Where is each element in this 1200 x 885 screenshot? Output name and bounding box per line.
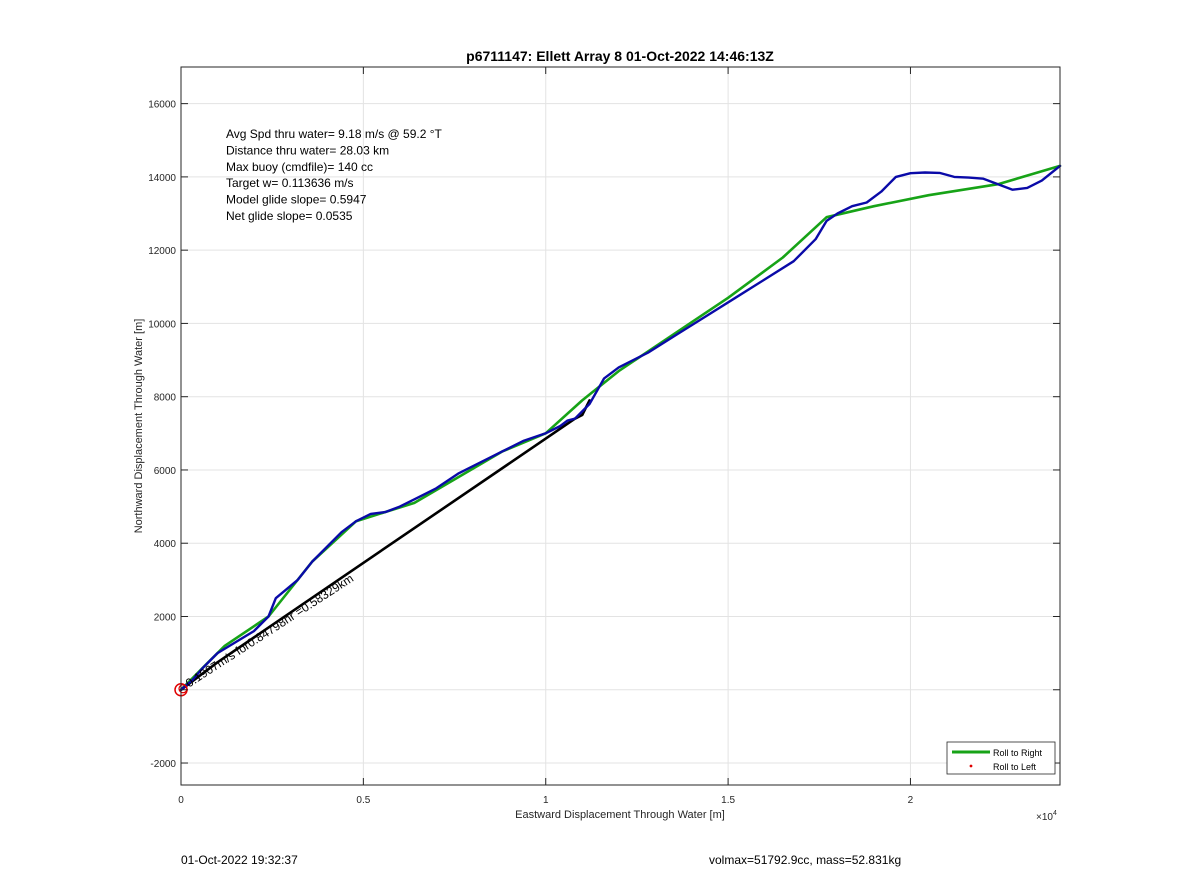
y-tick-label: -2000 <box>150 759 176 770</box>
x-tick-label: 1.5 <box>721 795 735 806</box>
stats-annotation-line: Distance thru water= 28.03 km <box>226 143 389 157</box>
stats-annotation-line: Max buoy (cmdfile)= 140 cc <box>226 160 373 174</box>
segment-speed-annotation: 0.1907m/s for0.84798hr =0.58329km <box>183 571 356 690</box>
y-tick-label: 2000 <box>154 612 177 623</box>
legend: Roll to Right Roll to Left <box>946 741 1056 775</box>
y-tick-label: 12000 <box>148 246 176 257</box>
y-axis-label: Northward Displacement Through Water [m] <box>133 319 145 534</box>
y-tick-label: 6000 <box>154 466 177 477</box>
stats-annotations: Avg Spd thru water= 9.18 m/s @ 59.2 °T Di… <box>226 127 443 223</box>
x-tick-label: 0 <box>178 795 184 806</box>
y-tick-label: 4000 <box>154 539 177 550</box>
series-layer <box>174 164 1062 697</box>
y-tick-label: 14000 <box>148 173 176 184</box>
footer-volmax-mass: volmax=51792.9cc, mass=52.831kg <box>709 853 902 867</box>
footer-timestamp: 01-Oct-2022 19:32:37 <box>181 853 298 867</box>
y-tick-label: 16000 <box>148 100 176 111</box>
legend-swatch-roll-left <box>969 764 973 768</box>
x-exponent-power: 4 <box>1053 810 1057 817</box>
legend-label-roll-left: Roll to Left <box>993 762 1037 772</box>
stats-annotation-line: Avg Spd thru water= 9.18 m/s @ 59.2 °T <box>226 127 443 141</box>
series-line-0 <box>179 164 1062 692</box>
x-exponent-base: ×10 <box>1036 812 1053 823</box>
x-axis-label: Eastward Displacement Through Water [m] <box>515 809 725 821</box>
x-tick-label: 2 <box>908 795 914 806</box>
legend-label-roll-right: Roll to Right <box>993 748 1043 758</box>
stats-annotation-line: Target w= 0.113636 m/s <box>226 176 354 190</box>
series-line-2 <box>179 164 1062 691</box>
axes-box <box>180 66 1061 786</box>
x-tick-label: 1 <box>543 795 549 806</box>
y-tick-label: 10000 <box>148 319 176 330</box>
y-tick-label: 8000 <box>154 393 177 404</box>
grid-lines <box>180 67 1060 785</box>
stats-annotation-line: Net glide slope= 0.0535 <box>226 209 353 223</box>
legend-box <box>946 741 1056 775</box>
x-tick-label: 0.5 <box>356 795 370 806</box>
stats-annotation-line: Model glide slope= 0.5947 <box>226 193 367 207</box>
chart-title: p6711147: Ellett Array 8 01-Oct-2022 14:… <box>466 48 774 64</box>
x-axis-exponent: ×104 <box>1036 810 1057 823</box>
axis-ticks: 0 0.5 1 1.5 2 -2000 2000 4000 6000 8000 10000 12000… <box>148 67 1060 806</box>
start-marker-inner <box>178 684 188 694</box>
